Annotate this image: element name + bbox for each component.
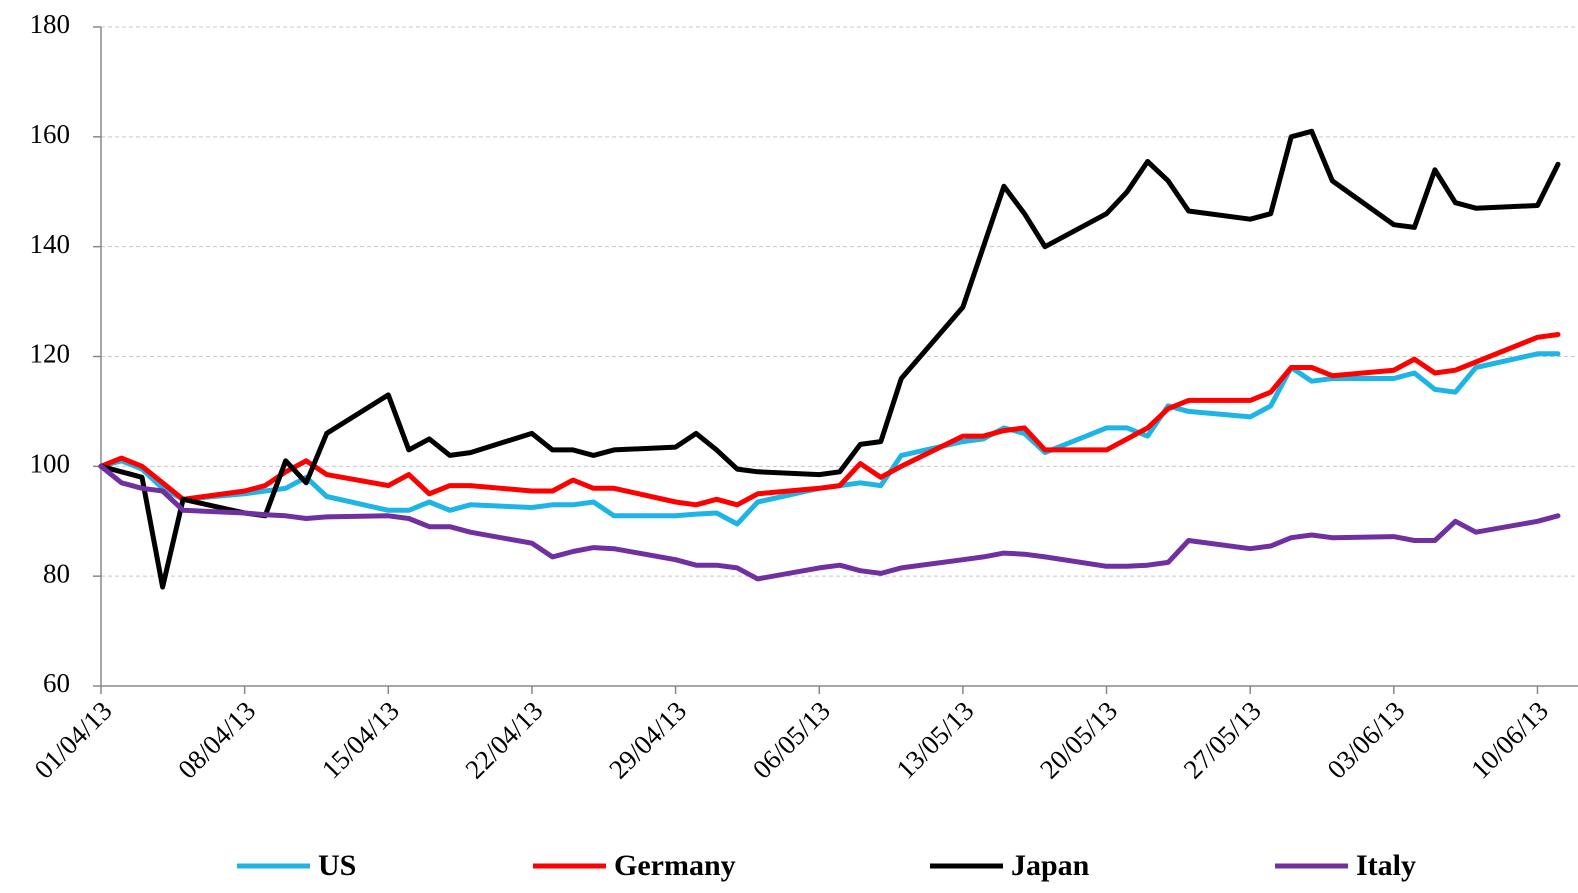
x-tick-label: 27/05/13 — [1178, 695, 1267, 784]
legend-label: US — [318, 849, 356, 882]
x-tick-label: 08/04/13 — [172, 695, 261, 784]
legend-label: Germany — [614, 849, 736, 882]
x-tick-label: 20/05/13 — [1034, 695, 1123, 784]
x-tick-label: 10/06/13 — [1465, 695, 1554, 784]
y-tick-label: 140 — [30, 229, 71, 259]
x-tick-label: 03/06/13 — [1321, 695, 1410, 784]
x-tick-label: 13/05/13 — [890, 695, 979, 784]
x-tick-label: 01/04/13 — [29, 695, 118, 784]
series-line — [98, 128, 1561, 590]
x-tick-label: 06/05/13 — [747, 695, 836, 784]
legend-label: Italy — [1356, 849, 1416, 882]
y-tick-label: 60 — [43, 668, 70, 698]
x-tick-label: 29/04/13 — [603, 695, 692, 784]
y-tick-label: 180 — [30, 9, 71, 39]
series-line — [98, 463, 1561, 582]
x-tick-label: 15/04/13 — [316, 695, 405, 784]
series-line — [98, 332, 1561, 508]
y-tick-label: 100 — [30, 449, 71, 479]
series-line — [98, 351, 1561, 527]
y-tick-label: 120 — [30, 339, 71, 369]
y-tick-label: 160 — [30, 119, 71, 149]
x-tick-label: 22/04/13 — [459, 695, 548, 784]
y-tick-label: 80 — [43, 558, 70, 588]
legend-label: Japan — [1011, 849, 1090, 882]
